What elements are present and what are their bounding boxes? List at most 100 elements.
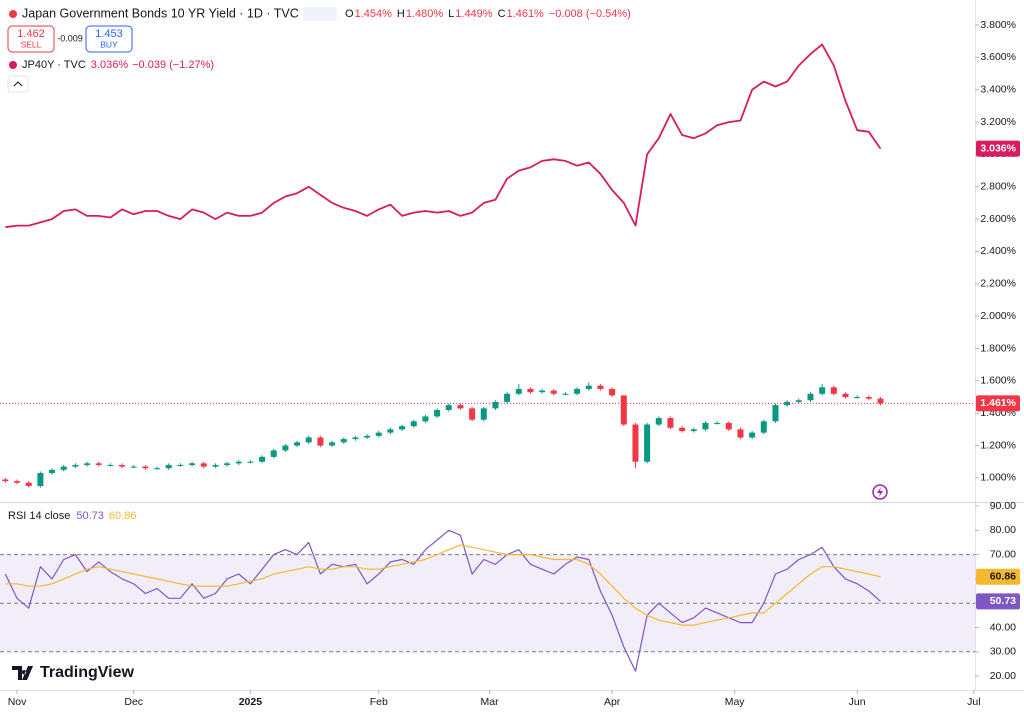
y-tick-label: 30.00 [990,646,1016,658]
candle-body [247,461,254,463]
candle-body [235,461,242,464]
legend-toggle [303,7,337,21]
y-tick-label: 3.200% [980,116,1016,128]
y-tick-label: 90.00 [990,500,1016,512]
overlay-value: 3.036% [91,59,129,71]
price-label-bg [976,395,1020,412]
candle-body [725,422,732,430]
ohlc-key: H [397,8,405,20]
candle-body [14,481,21,483]
ohlc-change: −0.008 (−0.54%) [549,8,631,20]
candle-body [212,464,219,467]
y-tick-label: 70.00 [990,548,1016,560]
candle-body [562,393,569,395]
overlay-dot [9,61,17,69]
ohlc-key: L [448,8,454,20]
candle-body [177,464,184,466]
candle-body [702,422,709,430]
candle-body [119,464,126,467]
candle-body [749,432,756,438]
overlay-change: −0.039 (−1.27%) [132,59,214,71]
logo: TradingView [12,664,135,681]
candle-body [399,426,406,430]
candle-body [317,437,324,446]
alert-circle [872,484,888,500]
x-tick-label: Jun [849,696,866,708]
y-tick-label: 1.000% [980,472,1016,484]
candle-body [259,456,266,462]
x-tick-label: Jul [967,696,980,708]
candle-body [784,401,791,406]
price-label: 60.86 [990,571,1016,583]
candle-body [352,437,359,440]
candle-body [772,405,779,422]
candle-body [305,437,312,443]
logo-text: TradingView [40,664,135,681]
candle-body [877,398,884,404]
x-tick-label: Apr [604,696,621,708]
candle-body [679,427,686,431]
spread: -0.009 [57,33,83,43]
candle-body [329,442,336,446]
candle-body [830,387,837,394]
collapse-button [7,75,29,93]
candle-body [60,466,67,470]
legend-title: Japan Government Bonds 10 YR Yield · 1D … [22,6,299,20]
candle-body [37,473,44,486]
candle-body [795,400,802,402]
candle-body [527,388,534,393]
buy-label: BUY [100,39,118,49]
y-tick-label: 1.600% [980,375,1016,387]
price-label: 50.73 [990,595,1016,607]
candle-body [714,422,721,424]
price-label-bg [976,568,1020,585]
y-tick-label: 1.200% [980,439,1016,451]
x-tick-label: Feb [370,696,388,708]
y-tick-label: 80.00 [990,524,1016,536]
candle-body [644,424,651,462]
candle-body [387,429,394,433]
ohlc-key: C [498,8,506,20]
y-tick-label: 20.00 [990,670,1016,682]
candle-body [294,442,301,446]
alert-bolt [877,487,883,497]
y-tick-label: 40.00 [990,621,1016,633]
candle-body [154,468,161,470]
candle-body [609,388,616,396]
candle-body [504,393,511,402]
candle-body [2,479,9,482]
y-tick-label: 3.800% [980,19,1016,31]
candle-body [819,387,826,394]
ohlc-value: 1.449% [455,8,493,20]
ohlc-value: 1.454% [355,8,393,20]
x-tick-label: May [725,696,746,708]
candle-body [574,388,581,394]
candle-body [585,385,592,389]
candle-body [854,397,861,399]
rsi-ma-value: 60.86 [109,510,137,522]
price-label-bg [976,140,1020,157]
candle-body [375,432,382,436]
price-label-bg [976,593,1020,610]
y-tick-label: 1.800% [980,342,1016,354]
rsi-title: RSI 14 close [8,510,70,522]
collapse-arrow [13,81,23,87]
y-tick-label: 2.600% [980,213,1016,225]
candle-body [434,409,441,417]
candle-body [282,445,289,451]
candle-body [107,464,114,466]
candle-body [865,397,872,399]
candle-body [842,393,849,398]
candle-body [807,393,814,401]
candle-body [189,463,196,465]
candle-body [737,429,744,438]
y-tick-label: 2.000% [980,310,1016,322]
candle-body [340,439,347,443]
x-tick-label: Dec [124,696,143,708]
candle-body [200,463,207,467]
y-tick-label: 2.400% [980,245,1016,257]
candle-body [422,416,429,422]
candle-body [364,435,371,438]
x-tick-label: 2025 [239,696,263,708]
